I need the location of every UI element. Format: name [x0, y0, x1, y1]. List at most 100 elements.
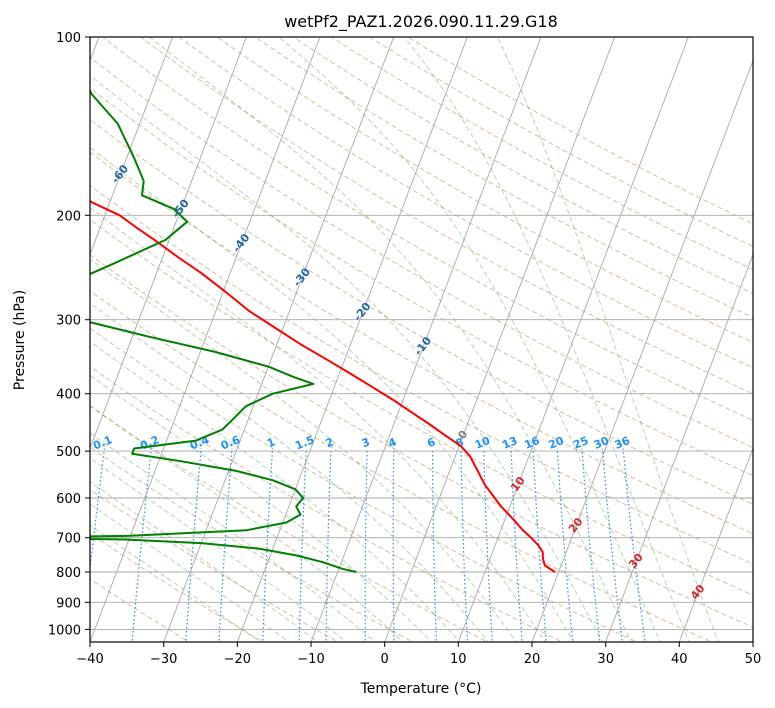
moist-adiabat	[90, 207, 546, 642]
y-axis-ticks: 100 200 300 400 500 600 700 800 900 1000	[48, 31, 90, 638]
dry-adiabat	[90, 405, 489, 642]
dry-adiabat	[368, 37, 753, 248]
x-axis-label: Temperature (°C)	[360, 681, 482, 697]
chart-title: wetPf2_PAZ1.2026.090.11.29.G18	[284, 12, 558, 32]
moist-adiabat	[497, 37, 719, 642]
x-tick-label: −40	[76, 652, 103, 667]
mixing-ratio-label: 3	[360, 435, 372, 450]
isotherm	[457, 37, 689, 642]
moist-adiabat	[90, 340, 461, 642]
isotherm	[163, 37, 395, 642]
y-tick-label: 1000	[48, 623, 81, 638]
background-lines	[90, 37, 753, 642]
isotherm-label: -80	[0, 93, 10, 117]
isotherm-label: 20	[566, 515, 586, 535]
x-tick-label: 10	[450, 652, 467, 667]
isotherm-label: -10	[412, 334, 435, 358]
isotherm-label: 40	[688, 582, 708, 602]
mixing-ratio-line	[185, 448, 202, 642]
dry-adiabat	[90, 218, 753, 596]
mixing-ratio-label: 6	[425, 435, 437, 450]
profile-lines	[90, 88, 556, 573]
dry-adiabat	[90, 290, 713, 642]
dry-adiabat	[90, 578, 190, 642]
isotherm	[90, 37, 174, 256]
x-tick-label: −30	[150, 652, 177, 667]
mixing-ratio-line	[581, 448, 601, 642]
mixing-ratio-line	[131, 448, 152, 642]
dry-adiabat	[90, 151, 753, 535]
isotherm	[605, 253, 753, 642]
mixing-ratio-label: 2	[324, 435, 336, 450]
isotherm-label: -30	[291, 265, 314, 289]
mixing-ratio-label: 8	[454, 435, 466, 450]
moist-adiabat	[90, 457, 348, 642]
isotherm	[752, 640, 753, 642]
y-tick-label: 900	[56, 596, 81, 611]
y-tick-label: 500	[56, 445, 81, 460]
dewpoint-profile	[90, 88, 357, 573]
x-tick-label: 30	[597, 652, 614, 667]
mixing-ratio-line	[460, 448, 469, 642]
mixing-ratio-label: 0.2	[138, 433, 161, 452]
dry-adiabat	[90, 119, 753, 505]
moist-adiabat	[90, 374, 433, 642]
mixing-ratio-label: 13	[500, 434, 519, 452]
dry-adiabat	[90, 365, 564, 642]
y-tick-label: 400	[56, 388, 81, 403]
x-tick-label: −10	[297, 652, 324, 667]
mixing-ratio-line	[483, 448, 493, 642]
isotherm	[236, 37, 468, 642]
moist-adiabat	[90, 524, 262, 642]
x-tick-label: 50	[745, 652, 762, 667]
y-tick-label: 600	[56, 492, 81, 507]
moist-adiabat	[90, 302, 489, 642]
dry-adiabat	[90, 488, 340, 642]
y-axis-label: Pressure (hPa)	[12, 290, 28, 390]
mixing-ratio-label: 36	[613, 434, 632, 452]
y-tick-label: 300	[56, 314, 81, 329]
dry-adiabat	[292, 37, 753, 295]
x-tick-label: 20	[524, 652, 541, 667]
isotherm-label: 10	[508, 474, 528, 494]
y-tick-label: 700	[56, 532, 81, 547]
moist-adiabat	[278, 37, 661, 642]
mixing-ratio-label: 1.5	[293, 433, 316, 452]
moist-adiabat	[90, 74, 603, 642]
x-tick-label: 40	[671, 652, 688, 667]
moist-adiabat	[90, 481, 319, 642]
x-tick-label: 0	[381, 652, 389, 667]
mixing-ratio-label: 4	[386, 435, 398, 450]
isotherm-label: -70	[48, 128, 71, 152]
dry-adiabat	[101, 37, 753, 421]
dry-adiabat	[90, 56, 753, 449]
x-tick-label: −20	[224, 652, 251, 667]
x-axis-ticks: −40 −30 −20 −10 0 10 20 30 40 50	[76, 642, 761, 667]
mixing-ratio-label: 0.6	[219, 433, 242, 452]
mixing-ratio-line	[298, 448, 307, 642]
plot-frame	[89, 36, 754, 643]
mixing-ratio-label: 10	[473, 434, 492, 452]
y-tick-label: 800	[56, 566, 81, 581]
isotherm	[531, 59, 753, 642]
mixing-ratio-line	[556, 448, 574, 642]
mixing-ratio-line	[601, 448, 624, 642]
y-tick-label: 100	[56, 31, 81, 46]
mixing-ratio-label: 30	[592, 434, 611, 452]
dry-adiabat	[90, 87, 753, 477]
moist-adiabat	[90, 258, 518, 642]
mixing-ratio-label: 25	[571, 434, 590, 452]
dry-adiabat	[90, 327, 639, 642]
y-tick-label: 200	[56, 209, 81, 224]
isotherm	[90, 37, 321, 642]
isotherm-label: -60	[109, 162, 132, 186]
isotherm-label: -40	[230, 231, 253, 255]
dry-adiabat	[254, 37, 753, 319]
mixing-ratio-line	[392, 448, 395, 642]
mixing-ratio-line	[90, 448, 105, 574]
mixing-ratio-label: 16	[522, 434, 541, 452]
isotherm	[678, 446, 753, 642]
isotherm	[310, 37, 542, 642]
mixing-ratio-label: 1	[265, 435, 277, 450]
